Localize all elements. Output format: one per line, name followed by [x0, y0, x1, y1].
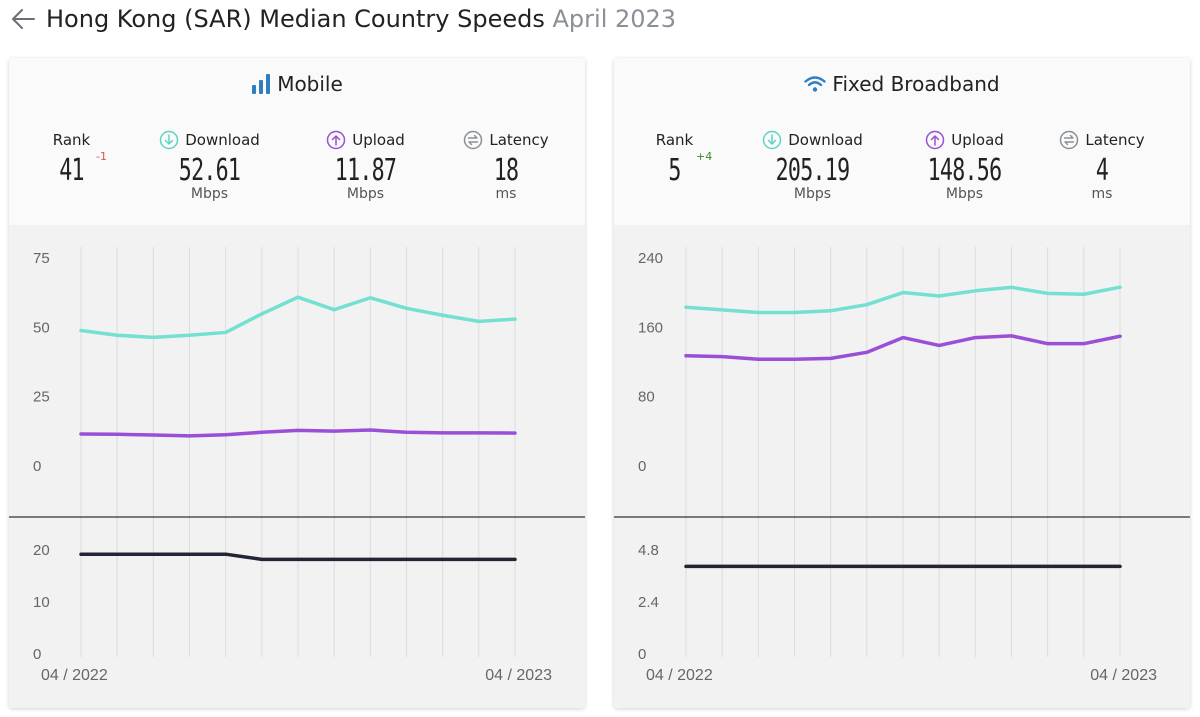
y-tick-label: 0: [638, 646, 646, 663]
upload-value: 11.87: [334, 153, 397, 188]
back-arrow-icon[interactable]: [8, 4, 38, 34]
x-end-label: 04 / 2023: [1090, 667, 1157, 684]
mobile-latency: Latency 18 ms: [446, 128, 566, 202]
rank-label: Rank: [655, 131, 694, 149]
x-start-label: 04 / 2022: [41, 667, 108, 684]
latency-label: Latency: [489, 131, 549, 149]
latency-series-line: [79, 552, 517, 562]
y-tick-label: 0: [33, 646, 41, 663]
x-start-label: 04 / 2022: [646, 667, 713, 684]
latency-unit: ms: [1091, 186, 1113, 202]
y-tick-label: 0: [33, 458, 41, 475]
mobile-title-label: Mobile: [277, 72, 343, 96]
fixed-rank: Rank 5 +4: [637, 128, 712, 190]
download-series-line: [684, 285, 1122, 315]
upload-label: Upload: [951, 131, 1004, 149]
rank-value: 5: [668, 153, 681, 188]
rank-label: Rank: [52, 131, 91, 149]
mobile-title: Mobile: [9, 72, 585, 96]
download-label: Download: [185, 131, 260, 149]
upload-unit: Mbps: [346, 186, 385, 202]
latency-icon: [464, 130, 483, 150]
download-value: 205.19: [775, 153, 850, 188]
y-tick-label: 10: [33, 594, 50, 611]
download-unit: Mbps: [793, 186, 832, 202]
fixed-title-label: Fixed Broadband: [832, 72, 1000, 96]
upload-value: 148.56: [927, 153, 1002, 188]
mobile-summary: Mobile Rank 41 -1 Download 52.61 Mbps: [9, 58, 585, 225]
upload-arrow-icon: [925, 130, 945, 150]
upload-unit: Mbps: [945, 186, 984, 202]
signal-bars-icon: [252, 74, 271, 94]
mobile-rank: Rank 41 -1: [34, 128, 109, 190]
y-tick-label: 25: [33, 389, 50, 406]
upload-series-line: [684, 334, 1122, 362]
upload-arrow-icon: [326, 130, 346, 150]
y-tick-label: 50: [33, 319, 50, 336]
y-tick-label: 0: [638, 458, 646, 475]
latency-label: Latency: [1085, 131, 1145, 149]
download-series-line: [79, 295, 517, 340]
mobile-upload: Upload 11.87 Mbps: [303, 128, 428, 202]
y-tick-label: 4.8: [638, 542, 659, 559]
page-title-date: April 2023: [552, 5, 677, 33]
y-tick-label: 20: [33, 542, 50, 559]
page-header: Hong Kong (SAR) Median Country Speeds Ap…: [8, 2, 676, 36]
y-tick-label: 80: [638, 389, 655, 406]
fixed-latency: Latency 4 ms: [1042, 128, 1162, 202]
fixed-summary: Fixed Broadband Rank 5 +4 Download 205.1…: [614, 58, 1190, 225]
mobile-chart: 0 25 50 75 0 10 20 04 / 2022 04 / 2023: [9, 247, 585, 684]
latency-icon: [1060, 130, 1079, 150]
fixed-broadband-card: Fixed Broadband Rank 5 +4 Download 205.1…: [614, 58, 1190, 708]
latency-unit: ms: [495, 186, 517, 202]
mobile-card: Mobile Rank 41 -1 Download 52.61 Mbps: [9, 58, 585, 708]
upload-series-line: [79, 428, 517, 438]
x-end-label: 04 / 2023: [485, 667, 552, 684]
fixed-download: Download 205.19 Mbps: [745, 128, 880, 202]
y-tick-label: 240: [638, 250, 663, 267]
page-title-text: Hong Kong (SAR) Median Country Speeds: [46, 5, 545, 33]
fixed-upload: Upload 148.56 Mbps: [902, 128, 1027, 202]
latency-value: 18: [493, 153, 519, 188]
y-tick-label: 75: [33, 250, 50, 267]
upload-label: Upload: [352, 131, 405, 149]
page-title: Hong Kong (SAR) Median Country Speeds Ap…: [46, 5, 676, 33]
download-arrow-icon: [762, 130, 782, 150]
rank-value: 41: [59, 153, 84, 188]
download-arrow-icon: [159, 130, 179, 150]
fixed-title: Fixed Broadband: [614, 72, 1190, 96]
download-value: 52.61: [178, 153, 241, 188]
download-label: Download: [788, 131, 863, 149]
y-tick-label: 160: [638, 319, 663, 336]
fixed-chart: 0 80 160 240 0 2.4 4.8 04 / 2022 04 / 2023: [614, 247, 1190, 684]
rank-change: -1: [96, 150, 107, 163]
rank-change: +4: [696, 150, 713, 163]
download-unit: Mbps: [190, 186, 229, 202]
y-tick-label: 2.4: [638, 594, 659, 611]
wifi-icon: [804, 76, 827, 92]
latency-value: 4: [1095, 153, 1109, 188]
mobile-download: Download 52.61 Mbps: [142, 128, 277, 202]
